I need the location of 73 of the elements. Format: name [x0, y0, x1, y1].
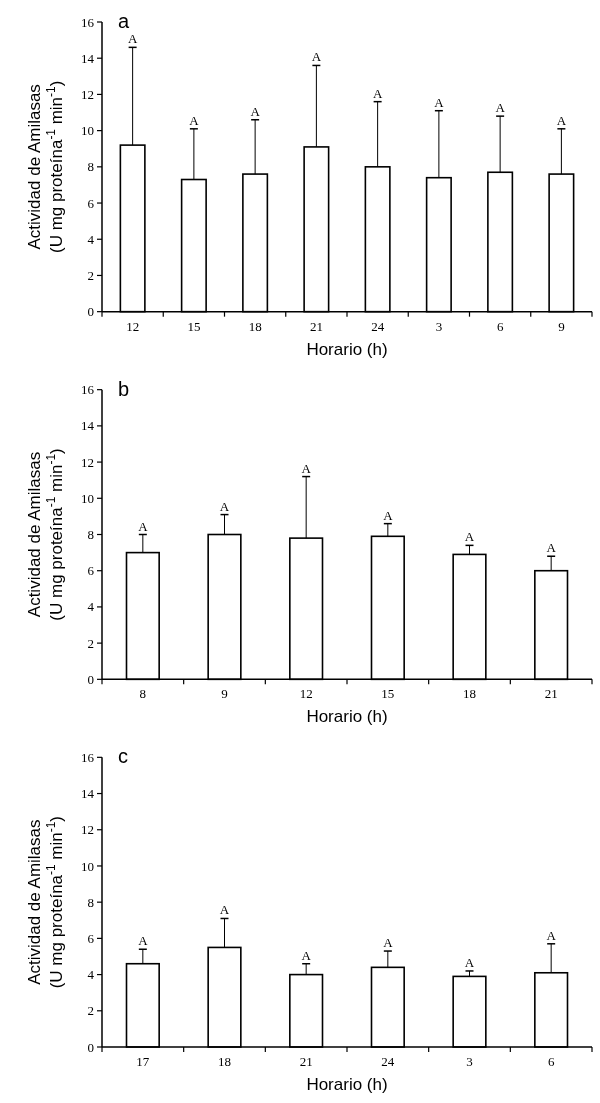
x-tick-label: 12	[299, 686, 313, 702]
annotation: A	[383, 935, 394, 951]
y-tick-label: 12	[81, 86, 94, 102]
y-tick-label: 0	[87, 671, 94, 687]
y-tick-label: 2	[87, 268, 94, 284]
annotation: A	[464, 529, 475, 545]
y-tick-label: 6	[87, 930, 95, 946]
y-tick-label: 6	[87, 563, 95, 579]
y-tick-label: 0	[87, 1039, 94, 1055]
annotation: A	[127, 31, 138, 47]
y-tick-label: 12	[81, 454, 94, 470]
annotation: A	[495, 100, 506, 116]
y-tick-label: 10	[81, 858, 94, 874]
y-tick-label: 16	[81, 749, 95, 765]
y-tick-label: 10	[81, 123, 94, 139]
x-tick-label: 8	[139, 686, 147, 702]
chart-title: a	[118, 10, 130, 32]
annotation: A	[219, 902, 230, 918]
annotation: A	[383, 507, 394, 523]
y-tick-label: 12	[81, 822, 94, 838]
x-axis-title: Horario (h)	[306, 339, 388, 359]
annotation: A	[138, 933, 149, 949]
x-tick-label: 3	[435, 318, 443, 334]
x-tick-label: 3	[466, 1054, 473, 1069]
y-tick-label: 10	[81, 490, 94, 506]
annotation: A	[219, 498, 230, 514]
annotation: A	[311, 49, 322, 65]
y-tick-label: 14	[81, 418, 95, 434]
y-tick-label: 16	[81, 382, 95, 398]
x-tick-label: 24	[371, 318, 385, 334]
annotation: A	[372, 85, 383, 101]
x-axis-title: Horario (h)	[306, 1075, 388, 1094]
annotation: A	[301, 460, 312, 476]
x-tick-label: 21	[309, 318, 323, 334]
annotation: A	[189, 112, 200, 128]
y-tick-label: 4	[87, 599, 95, 615]
x-tick-label: 18	[248, 318, 262, 334]
chart-title: c	[118, 745, 128, 768]
annotation: A	[301, 947, 312, 963]
y-tick-label: 8	[87, 159, 94, 175]
y-tick-label: 4	[87, 231, 95, 247]
x-tick-label: 12	[126, 318, 140, 334]
y-tick-label: 2	[87, 1003, 94, 1019]
y-tick-label: 2	[87, 635, 94, 651]
annotation: A	[434, 94, 445, 110]
y-tick-label: 14	[81, 50, 95, 66]
y-tick-label: 8	[87, 894, 94, 910]
x-tick-label: 21	[299, 1054, 313, 1069]
x-tick-label: 9	[558, 318, 565, 334]
x-tick-label: 18	[218, 1054, 231, 1069]
y-tick-label: 8	[87, 527, 94, 543]
x-tick-label: 17	[136, 1054, 150, 1069]
annotation: A	[546, 927, 557, 943]
y-tick-label: 6	[87, 195, 95, 211]
chart-title: b	[118, 377, 130, 400]
x-tick-label: 15	[187, 318, 201, 334]
y-tick-label: 0	[87, 304, 94, 320]
x-axis-title: Horario (h)	[306, 707, 388, 727]
y-tick-label: 4	[87, 967, 95, 983]
annotation: A	[546, 540, 557, 556]
annotation: A	[556, 112, 567, 128]
x-tick-label: 18	[463, 686, 476, 702]
x-tick-label: 6	[547, 1054, 555, 1069]
x-tick-label: 24	[381, 1054, 395, 1069]
annotation: A	[464, 954, 475, 970]
y-tick-label: 16	[81, 14, 95, 30]
annotation: A	[138, 518, 149, 534]
x-tick-label: 6	[496, 318, 504, 334]
annotation: A	[250, 103, 261, 119]
x-tick-label: 9	[221, 686, 228, 702]
x-tick-label: 15	[381, 686, 395, 702]
x-tick-label: 21	[544, 686, 558, 702]
y-tick-label: 14	[81, 786, 95, 802]
